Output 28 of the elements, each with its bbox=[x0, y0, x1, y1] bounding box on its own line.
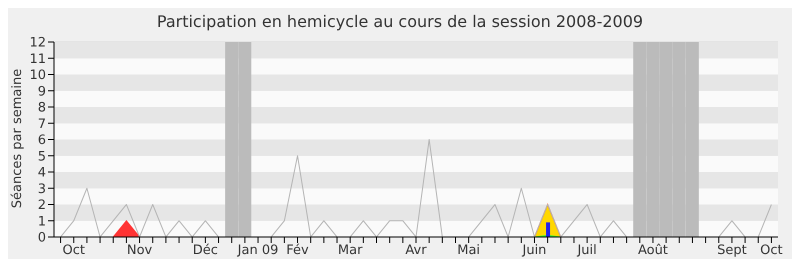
x-tick-label: Fév bbox=[286, 243, 310, 258]
y-tick-label: 7 bbox=[38, 116, 46, 132]
y-axis-title: Séances par semaine bbox=[10, 68, 26, 208]
y-tick-label: 6 bbox=[38, 133, 46, 148]
x-tick-label: Oct bbox=[62, 243, 85, 258]
y-tick-label: 3 bbox=[38, 182, 46, 197]
x-tick-label: Avr bbox=[405, 243, 428, 258]
y-tick-label: 10 bbox=[29, 68, 46, 84]
x-tick-label: Nov bbox=[126, 243, 153, 258]
x-tick-label: Juin bbox=[522, 243, 546, 258]
y-tick-label: 9 bbox=[38, 84, 46, 100]
y-tick-label: 4 bbox=[38, 166, 46, 181]
x-tick-label: Mai bbox=[457, 243, 480, 258]
x-tick-label: Juil bbox=[576, 243, 597, 258]
y-tick-label: 5 bbox=[38, 149, 46, 164]
y-tick-label: 8 bbox=[38, 100, 46, 116]
y-tick-label: 1 bbox=[38, 214, 46, 230]
x-tick-label: Jan 09 bbox=[236, 243, 278, 258]
chart-title: Participation en hemicycle au cours de la session 2008-2009 bbox=[156, 11, 644, 33]
x-tick-label: Oct bbox=[760, 243, 783, 258]
x-tick-label: Déc bbox=[192, 243, 218, 258]
x-tick-label: Sept bbox=[717, 243, 747, 258]
y-tick-label: 11 bbox=[29, 52, 46, 67]
x-tick-label: Mar bbox=[338, 243, 364, 258]
y-tick-label: 12 bbox=[29, 36, 46, 51]
y-tick-label: 0 bbox=[38, 230, 46, 246]
x-tick-label: Août bbox=[638, 243, 668, 258]
y-tick-label: 2 bbox=[38, 198, 46, 214]
